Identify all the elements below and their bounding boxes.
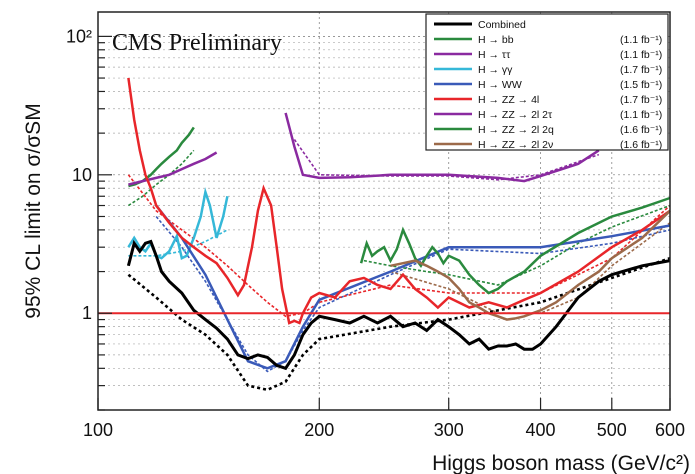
legend-entry-label: H → ZZ → 2l 2q xyxy=(478,124,554,136)
combined-line xyxy=(126,239,671,371)
legend-entry-label: H → WW xyxy=(478,79,522,91)
legend-entry-label: H → ZZ → 4l xyxy=(478,94,539,106)
legend: Combined H → bb (1.1 fb⁻¹) H → ττ (1.1 fb⁻¹)… xyxy=(425,13,669,151)
plot-frame xyxy=(97,11,671,411)
x-tick-label: 600 xyxy=(655,420,685,440)
legend-entry-lumi: (1.1 fb⁻¹) xyxy=(620,49,662,61)
legend-entry-lumi: (1.1 fb⁻¹) xyxy=(620,34,662,46)
expected-line xyxy=(127,174,671,318)
expected-line xyxy=(390,222,671,314)
series-layer xyxy=(126,77,671,392)
legend-entry-lumi: (1.6 fb⁻¹) xyxy=(620,124,662,136)
legend-entry-label: H → ZZ → 2l 2ν xyxy=(478,139,553,151)
axis-ticks: 100 200 300 400 500 600 1 10 10² xyxy=(66,26,685,440)
observed-line xyxy=(155,204,671,370)
legend-entry-label: H → ττ xyxy=(478,49,511,61)
observed-line xyxy=(128,151,218,186)
cms-preliminary-annotation: CMS Preliminary xyxy=(112,30,282,56)
legend-entry-label: H → ZZ → 2l 2τ xyxy=(478,109,553,121)
observed-line xyxy=(127,187,229,261)
x-tick-label: 300 xyxy=(434,420,464,440)
observed-line xyxy=(284,112,600,183)
y-tick-label: 1 xyxy=(82,303,92,323)
legend-entry-lumi: (1.1 fb⁻¹) xyxy=(620,109,662,121)
x-tick-label: 200 xyxy=(304,420,334,440)
observed-line xyxy=(127,77,671,325)
observed-line xyxy=(359,196,671,295)
x-tick-label: 400 xyxy=(526,420,556,440)
legend-entry-lumi: (1.7 fb⁻¹) xyxy=(620,64,662,76)
observed-line xyxy=(390,209,671,321)
expected-line xyxy=(127,256,671,392)
x-axis-label: Higgs boson mass (GeV/c²) xyxy=(432,452,690,474)
expected-line xyxy=(127,149,195,207)
legend-entry-lumi: (1.7 fb⁻¹) xyxy=(620,94,662,106)
y-axis-label: 95% CL limit on σ/σSM xyxy=(22,103,45,318)
y-tick-label: 10 xyxy=(72,165,92,185)
x-tick-label: 100 xyxy=(83,420,113,440)
legend-entry-lumi: (1.5 fb⁻¹) xyxy=(620,79,662,91)
expected-line xyxy=(363,204,671,286)
legend-entry-lumi: (1.6 fb⁻¹) xyxy=(620,139,662,151)
expected-line xyxy=(128,229,228,257)
legend-entry-label: H → γγ xyxy=(478,64,513,76)
y-tick-label: 10² xyxy=(66,26,92,46)
legend-box xyxy=(425,13,669,151)
legend-entry-label: H → bb xyxy=(478,34,514,46)
legend-entry-label: Combined xyxy=(478,19,526,31)
x-tick-label: 500 xyxy=(597,420,627,440)
